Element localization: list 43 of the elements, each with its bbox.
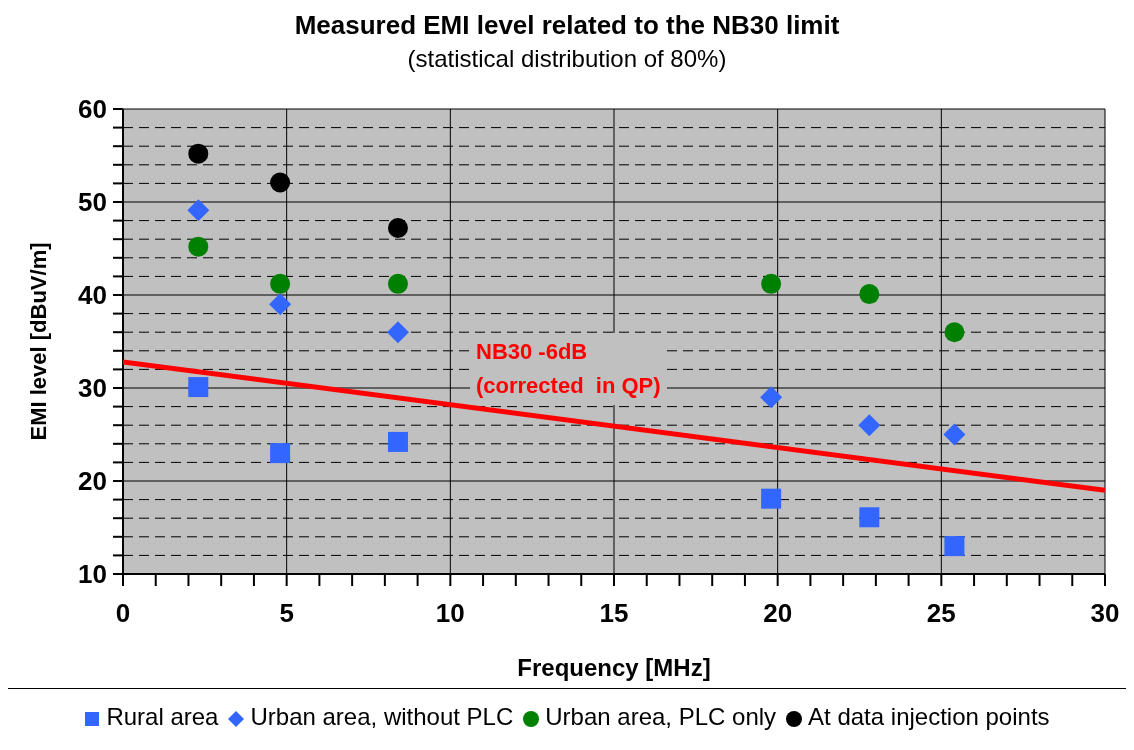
x-tick-label: 0	[115, 598, 131, 629]
legend-label: At data injection points	[807, 703, 1050, 731]
point	[760, 386, 783, 409]
point	[943, 423, 966, 446]
legend-label: Urban area, without PLC	[249, 703, 514, 731]
y-tick-label: 50	[78, 187, 107, 218]
point	[187, 199, 210, 222]
y-axis-title: EMI level [dBuV/m]	[25, 242, 51, 441]
point	[859, 284, 880, 305]
y-tick-label: 30	[78, 373, 107, 404]
point	[761, 273, 782, 294]
y-tick-label: 10	[78, 559, 107, 590]
chart-subtitle: (statistical distribution of 80%)	[406, 44, 728, 74]
y-tick-label: 40	[78, 280, 107, 311]
x-tick-label: 20	[763, 598, 793, 629]
point	[188, 377, 209, 398]
x-tick-label: 30	[1090, 598, 1120, 629]
x-axis-title: Frequency [MHz]	[517, 654, 711, 681]
point	[944, 536, 965, 557]
x-tick-label: 25	[926, 598, 956, 629]
point	[188, 143, 209, 164]
chart-title: Measured EMI level related to the NB30 limit	[293, 9, 841, 42]
point	[270, 443, 291, 464]
y-tick-label: 20	[78, 466, 107, 497]
point	[944, 322, 965, 343]
x-tick-label: 10	[435, 598, 465, 629]
y-tick-label: 60	[78, 94, 107, 125]
point	[270, 172, 291, 193]
x-tick-label: 5	[279, 598, 294, 629]
point	[387, 431, 408, 452]
point	[269, 293, 292, 316]
x-tick-label: 15	[599, 598, 629, 629]
point	[859, 507, 880, 528]
point	[387, 218, 408, 239]
point	[270, 273, 291, 294]
point	[761, 488, 782, 509]
point	[386, 321, 409, 344]
point	[188, 236, 209, 257]
point	[387, 273, 408, 294]
point	[858, 414, 881, 437]
annotation: NB30 -6dB (corrected in QP)	[470, 333, 667, 405]
legend-label: Urban area, PLC only	[544, 703, 777, 731]
legend-label: Rural area	[105, 703, 219, 731]
